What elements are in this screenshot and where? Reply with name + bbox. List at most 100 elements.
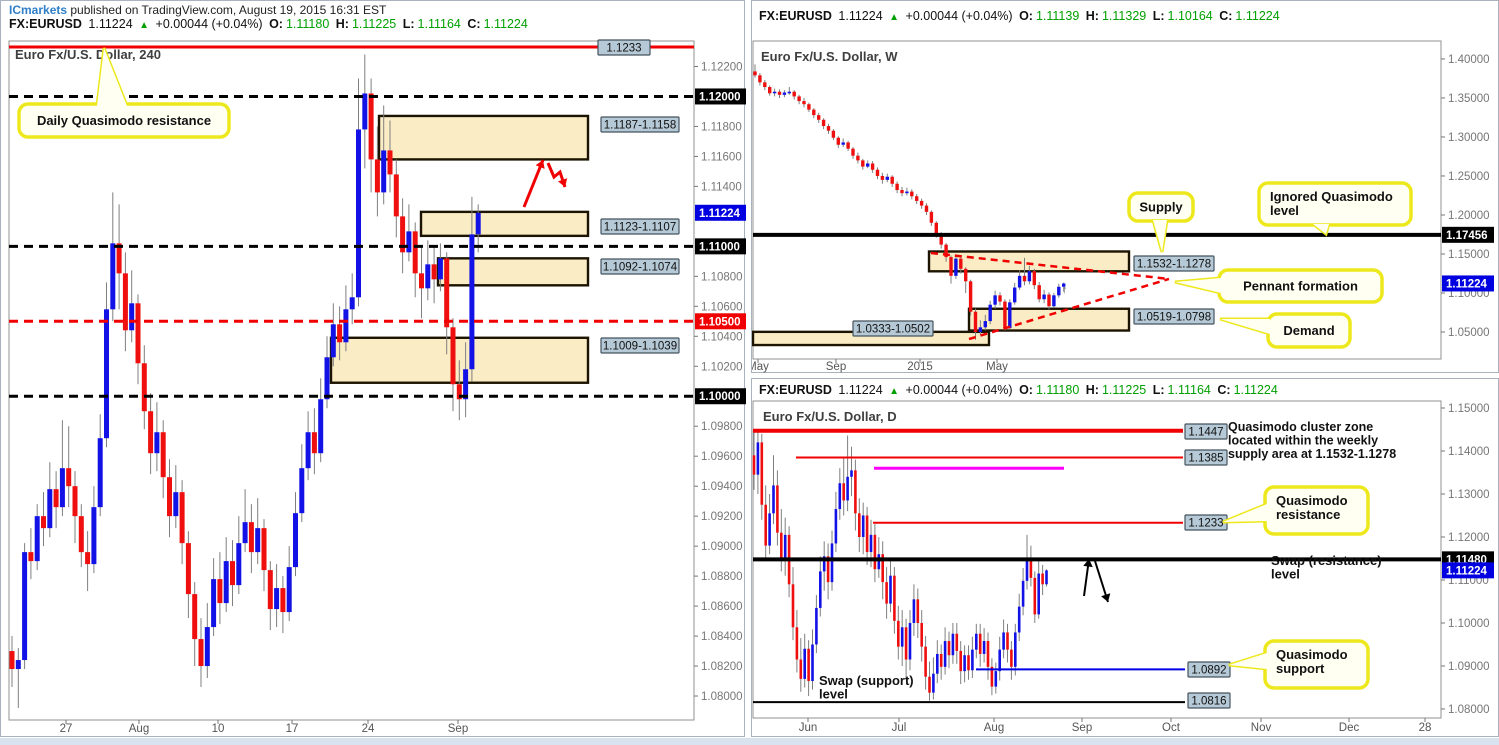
close-label: C: xyxy=(467,17,481,31)
y-axis-label: 1.12200 xyxy=(701,61,743,73)
symbol-name: FX:EURUSD xyxy=(759,383,832,397)
y-axis-label: 1.10400 xyxy=(701,331,743,343)
callout-tail-fill xyxy=(1153,220,1167,252)
candlestick-series xyxy=(9,54,481,709)
price-range-label xyxy=(600,116,680,133)
y-axis-label: 1.11800 xyxy=(701,121,742,133)
symbol-name: FX:EURUSD xyxy=(9,17,82,31)
price-badge-black xyxy=(695,88,746,105)
close-value: 1.11224 xyxy=(1235,9,1280,23)
panel-eurusd-weekly: FX:EURUSD 1.11224 ▲ +0.00044 (+0.04%) O:… xyxy=(751,0,1499,373)
price-range-label xyxy=(600,337,680,354)
high-label: H: xyxy=(1085,383,1099,397)
annotation-arrow xyxy=(546,162,567,188)
x-axis-label: Sep xyxy=(826,361,846,373)
pennant-trendline xyxy=(968,277,1170,341)
last-price: 1.11224 xyxy=(88,17,133,31)
price-badge-blue xyxy=(1442,562,1494,579)
candlestick-series xyxy=(753,64,1066,340)
callout-text: Quasimodo xyxy=(1276,647,1348,662)
supply-demand-zone xyxy=(419,210,590,238)
y-axis-label: 1.10000 xyxy=(1448,618,1490,630)
price-range-label xyxy=(1184,449,1228,466)
arrowhead xyxy=(558,178,568,187)
callout-tail-fill xyxy=(1223,504,1267,522)
price-badge-black xyxy=(695,238,746,255)
chart-canvas-240[interactable]: 1.1233 1.1187-1.1158 1.1123-1.1107 1.1092-1… xyxy=(1,1,746,738)
y-axis-label: 1.09600 xyxy=(701,451,743,463)
annotation-text: ↑ xyxy=(1062,284,1068,296)
low-label: L: xyxy=(402,17,415,31)
callout-text: Pennant formation xyxy=(1243,279,1358,294)
callout-text: resistance xyxy=(1276,507,1340,522)
price-badge-black xyxy=(1442,226,1494,243)
x-axis-label: Aug xyxy=(984,722,1004,734)
y-axis-label: 1.08600 xyxy=(701,601,743,613)
y-axis-label: 1.08000 xyxy=(1448,704,1490,716)
y-axis-label: 1.10800 xyxy=(701,271,743,283)
y-axis-label: 1.12000 xyxy=(1448,532,1490,544)
supply-demand-zone xyxy=(967,307,1131,332)
y-axis-label: 1.05000 xyxy=(1448,327,1490,339)
price-badge-red xyxy=(695,313,746,330)
price-range-label-text: 1.1385 xyxy=(1188,453,1223,465)
y-axis-label: 1.10600 xyxy=(701,301,743,313)
y-axis-label: 1.09400 xyxy=(701,481,743,493)
up-triangle-icon: ▲ xyxy=(139,20,150,31)
pennant-trendline xyxy=(930,251,1170,281)
callout-text: support xyxy=(1276,661,1325,676)
page-bottom-strip xyxy=(0,738,1499,745)
annotation-text: supply area at 1.1532-1.1278 xyxy=(1228,447,1396,461)
price-range-label-text: 1.1123-1.1107 xyxy=(604,222,676,234)
price-badge-text: 1.11224 xyxy=(699,208,741,220)
y-axis-label: 1.09000 xyxy=(1448,661,1490,673)
y-axis-label: 1.09800 xyxy=(701,421,743,433)
x-axis-label: May xyxy=(752,361,769,373)
price-badge-text: 1.12000 xyxy=(699,91,741,103)
price-badge-text: 1.11000 xyxy=(699,241,740,253)
x-axis-label: 28 xyxy=(1419,722,1432,734)
chart-title-weekly: Euro Fx/U.S. Dollar, W xyxy=(761,49,898,64)
y-axis-label: 1.30000 xyxy=(1448,132,1490,144)
price-range-label-text: 1.0816 xyxy=(1191,696,1226,708)
symbol-header-240: FX:EURUSD 1.11224 ▲ +0.00044 (+0.04%) O:… xyxy=(9,17,531,31)
y-axis-label: 1.35000 xyxy=(1448,93,1490,105)
y-axis-label: 1.08200 xyxy=(701,661,743,673)
callout-text: Ignored Quasimodo xyxy=(1270,189,1393,204)
annotation-text: level xyxy=(1271,567,1300,582)
last-price: 1.11224 xyxy=(838,383,883,397)
publish-line: ICmarkets published on TradingView.com, … xyxy=(9,3,386,17)
annotation-text: Swap (resistance) xyxy=(1271,553,1382,568)
annotation-text: Swap (support) xyxy=(819,673,914,688)
supply-demand-zone xyxy=(377,114,590,161)
chart-canvas-daily[interactable]: 1.1447 1.1385 1.1233 1.0892 1.0816 1.15000 1.1… xyxy=(752,379,1499,738)
candlestick-series xyxy=(752,430,1048,701)
x-axis-label: Aug xyxy=(129,723,149,735)
price-badge-text: 1.11224 xyxy=(1446,565,1488,577)
price-range-label xyxy=(852,320,934,337)
y-axis-label: 1.14000 xyxy=(1448,446,1490,458)
x-axis-label: Sep xyxy=(448,723,468,735)
arrowhead xyxy=(1101,593,1111,602)
low-value: 1.11164 xyxy=(1167,383,1211,397)
plot-border xyxy=(752,40,1442,360)
price-change: +0.00044 (+0.04%) xyxy=(905,9,1013,23)
annotation-text: level xyxy=(819,687,848,702)
y-axis-label: 1.08800 xyxy=(701,571,743,583)
y-axis-label: 1.08000 xyxy=(701,691,743,703)
callout-text: Supply xyxy=(1139,200,1183,215)
price-range-label xyxy=(600,218,680,235)
x-axis-label: 27 xyxy=(60,723,73,735)
callout-text: Quasimodo xyxy=(1276,493,1348,508)
chart-canvas-weekly[interactable]: 1.1532-1.1278 1.0519-1.0798 1.0333-1.0502 1… xyxy=(752,1,1499,374)
open-value: 1.11180 xyxy=(1035,383,1080,397)
y-axis-label: 1.15000 xyxy=(1448,403,1490,415)
x-axis-label: May xyxy=(986,361,1008,373)
last-price: 1.11224 xyxy=(838,9,883,23)
price-range-label xyxy=(1184,423,1228,440)
plot-border xyxy=(8,40,695,721)
y-axis-label: 1.10200 xyxy=(701,361,743,373)
high-value: 1.11329 xyxy=(1101,9,1147,23)
open-label: O: xyxy=(1019,383,1033,397)
